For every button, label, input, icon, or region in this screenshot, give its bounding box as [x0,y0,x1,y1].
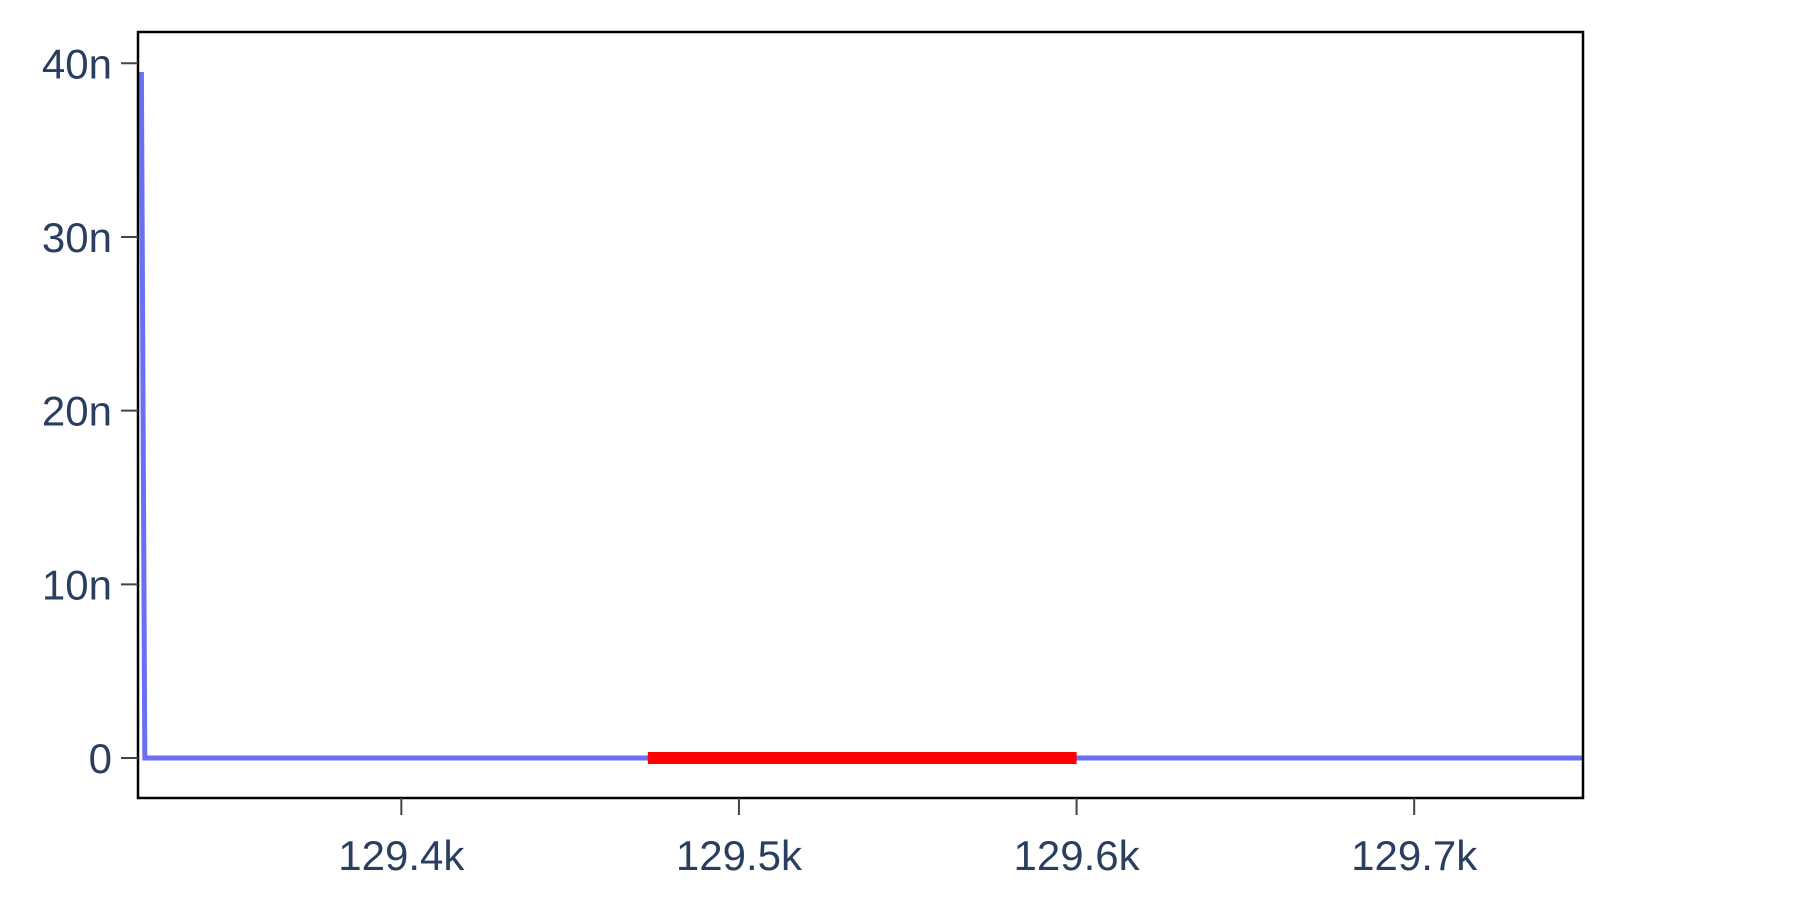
series-line-1 [138,71,1583,761]
y-tick-label: 0 [89,735,112,782]
x-tick-label: 129.4k [338,832,465,879]
x-axis: 129.4k 129.5k 129.6k 129.7k [338,798,1478,879]
x-tick-label: 129.7k [1351,832,1478,879]
y-tick-label: 30n [42,214,112,261]
y-axis: 0 10n 20n 30n 40n [42,40,138,782]
y-tick-label: 40n [42,40,112,87]
x-tick-label: 129.6k [1014,832,1141,879]
y-tick-label: 20n [42,388,112,435]
plot-frame [136,30,1585,800]
y-tick-label: 10n [42,561,112,608]
series-layer [138,71,1583,764]
x-tick-label: 129.5k [676,832,803,879]
